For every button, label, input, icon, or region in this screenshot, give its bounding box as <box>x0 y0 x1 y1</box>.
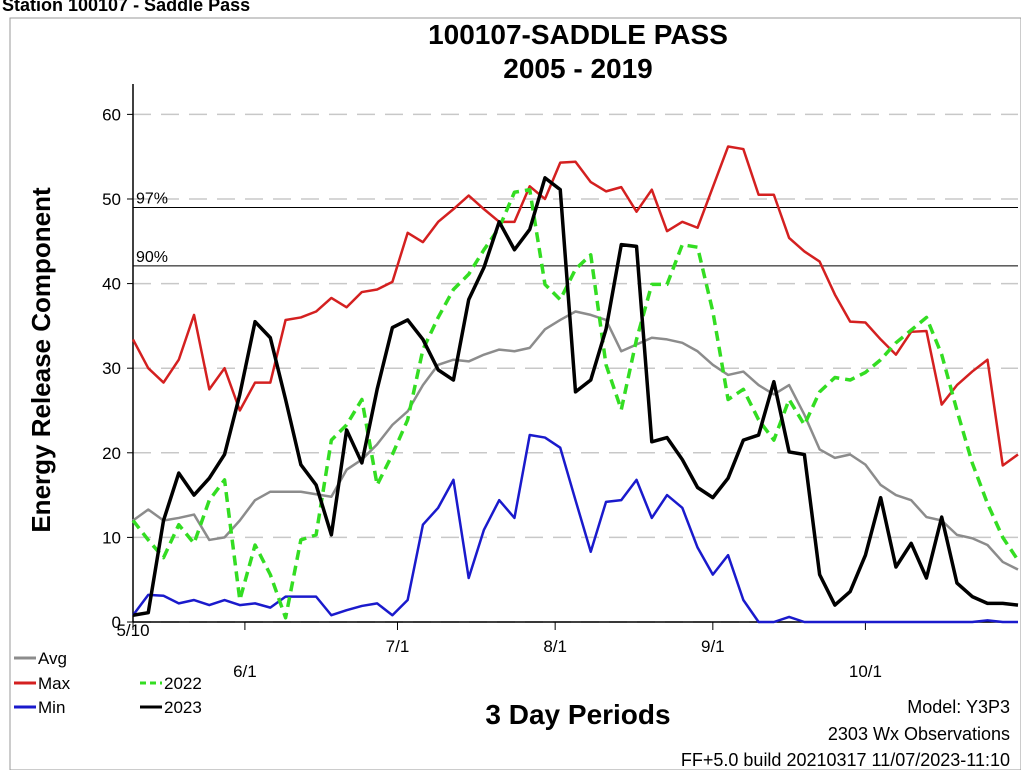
series-line <box>131 187 1020 620</box>
x-tick-label: 8/1 <box>543 637 567 656</box>
reference-label: 90% <box>136 249 168 266</box>
y-tick-label: 10 <box>102 528 121 547</box>
chart-subtitle: 2005 - 2019 <box>503 53 652 84</box>
legend-label: Max <box>38 674 71 693</box>
x-tick-label: 9/1 <box>701 637 725 656</box>
footer-line: Model: Y3P3 <box>907 697 1010 717</box>
y-tick-label: 20 <box>102 444 121 463</box>
legend-label: 2022 <box>164 674 202 693</box>
x-tick-label: 7/1 <box>386 637 410 656</box>
legend-label: Avg <box>38 649 67 668</box>
y-tick-label: 0 <box>112 613 121 632</box>
legend-label: Min <box>38 698 65 717</box>
chart-title: 100107-SADDLE PASS <box>428 19 728 50</box>
series-line <box>132 176 1019 617</box>
series-line <box>132 310 1019 571</box>
y-tick-label: 60 <box>102 105 121 124</box>
legend-label: 2023 <box>164 698 202 717</box>
footer-line: 2303 Wx Observations <box>828 724 1010 744</box>
x-tick-label: 5/10 <box>116 621 149 640</box>
y-tick-label: 50 <box>102 190 121 209</box>
header: Station 100107 - Saddle Pass <box>2 0 250 15</box>
x-axis-label: 3 Day Periods <box>485 699 670 730</box>
frame <box>9 17 1021 770</box>
footer-line: FF+5.0 build 20210317 11/07/2023-11:10 <box>681 750 1010 770</box>
x-tick-label: 6/1 <box>233 662 257 681</box>
y-tick-label: 40 <box>102 275 121 294</box>
series-line <box>131 145 1019 467</box>
y-tick-label: 30 <box>102 359 121 378</box>
x-tick-label: 10/1 <box>849 662 882 681</box>
reference-label: 97% <box>136 190 168 207</box>
y-axis-label: Energy Release Component <box>26 187 56 533</box>
